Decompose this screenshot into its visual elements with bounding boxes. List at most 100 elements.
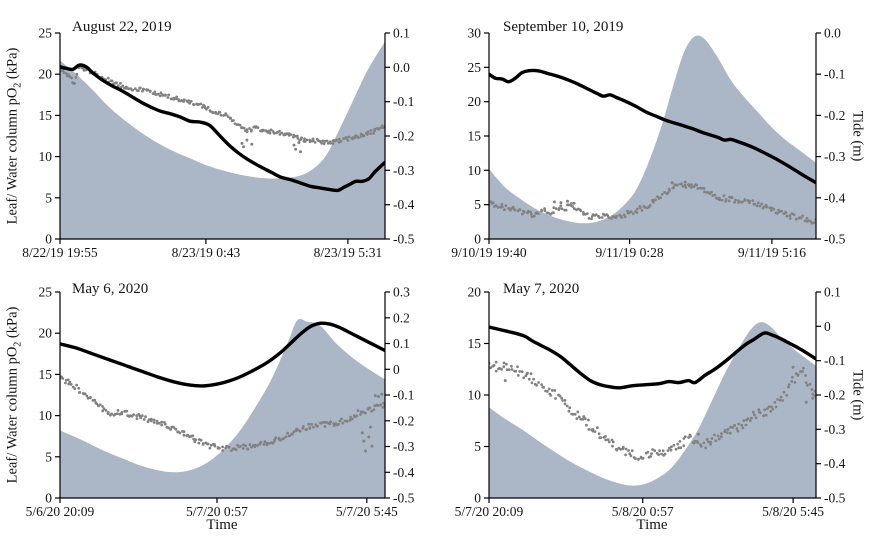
po2-gray-dots [60, 64, 385, 154]
svg-text:5: 5 [474, 197, 481, 212]
svg-text:0: 0 [474, 232, 481, 247]
panel-may-6-2020: 0 5 10 15 20 25 0.3 0.2 0.1 0 -0.1 -0.2 -0.3 -0.4 -0.5… [0, 280, 436, 560]
svg-text:0.1: 0.1 [824, 285, 841, 300]
tick-labels: 0 5 10 15 20 0.1 0 -0.1 -0.2 -0.3 -0.4 -0.5 5/7/20 2… [455, 285, 846, 520]
svg-text:10: 10 [39, 149, 53, 164]
panel-title: May 6, 2020 [72, 281, 149, 297]
axes [55, 291, 390, 503]
panel-title: August 22, 2019 [72, 19, 172, 35]
svg-text:5/6/20 20:09: 5/6/20 20:09 [26, 504, 95, 519]
po2-black-line [60, 321, 385, 388]
svg-text:-0.2: -0.2 [824, 388, 845, 403]
svg-text:15: 15 [468, 336, 482, 351]
chart-september-10-2019: 0 5 10 15 20 25 30 0.0 -0.1 -0.2 -0.3 -0.4 -0.5 9/10/… [451, 26, 845, 261]
svg-text:20: 20 [39, 67, 53, 82]
svg-text:-0.5: -0.5 [393, 232, 415, 247]
svg-text:25: 25 [39, 285, 53, 300]
left-axis-label-text: Leaf/ Water column pO [4, 87, 21, 225]
svg-text:0: 0 [45, 232, 52, 247]
svg-text:10: 10 [468, 163, 482, 178]
chart-may-6-2020: 0 5 10 15 20 25 0.3 0.2 0.1 0 -0.1 -0.2 -0.3 -0.4 -0.5… [26, 285, 415, 520]
tick-labels: 0 5 10 15 20 25 0.3 0.2 0.1 0 -0.1 -0.2 -0.3 -0.4 -0.5… [26, 285, 415, 520]
po2-black-line [60, 63, 385, 193]
svg-text:10: 10 [468, 388, 482, 403]
svg-text:-0.2: -0.2 [393, 413, 414, 428]
svg-text:5/7/20 5:45: 5/7/20 5:45 [336, 504, 398, 519]
svg-text:-0.3: -0.3 [393, 439, 415, 454]
tick-labels: 0 5 10 15 20 25 30 0.0 -0.1 -0.2 -0.3 -0.4 -0.5 9/10/… [451, 26, 845, 261]
svg-text:-0.5: -0.5 [824, 232, 846, 247]
svg-text:20: 20 [468, 94, 482, 109]
svg-text:15: 15 [39, 367, 53, 382]
x-axis-label: Time [636, 517, 668, 533]
tide-area [60, 318, 385, 498]
svg-text:-0.5: -0.5 [393, 491, 415, 506]
svg-text:9/10/19 19:40: 9/10/19 19:40 [451, 245, 527, 260]
svg-text:0.1: 0.1 [393, 336, 410, 351]
svg-text:5/8/20 5:45: 5/8/20 5:45 [762, 504, 824, 519]
po2-gray-dots [60, 375, 385, 453]
svg-text:5/8/20 0:57: 5/8/20 0:57 [612, 504, 674, 519]
right-axis-label: Tide (m) [849, 369, 866, 421]
chart-august-22-2019: 0 5 10 15 20 25 0.1 0.0 -0.1 -0.2 -0.3 -0.4 -0.5 8/22… [22, 26, 414, 261]
panel-may-7-2020: 0 5 10 15 20 0.1 0 -0.1 -0.2 -0.3 -0.4 -0.5 5/7/20 2… [436, 280, 872, 560]
svg-text:30: 30 [468, 26, 482, 41]
svg-text:5: 5 [45, 449, 52, 464]
svg-text:0: 0 [393, 362, 400, 377]
svg-text:5: 5 [474, 439, 481, 454]
svg-text:20: 20 [39, 326, 53, 341]
tick-labels: 0 5 10 15 20 25 0.1 0.0 -0.1 -0.2 -0.3 -0.4 -0.5 8/22… [22, 26, 414, 261]
svg-text:15: 15 [39, 108, 53, 123]
svg-text:15: 15 [468, 129, 482, 144]
left-axis-label-text: Leaf/ Water column pO [4, 346, 21, 484]
panel-title: May 7, 2020 [503, 281, 580, 297]
axes [484, 32, 821, 244]
svg-text:0.0: 0.0 [824, 26, 841, 41]
svg-text:-0.4: -0.4 [824, 190, 846, 205]
svg-text:25: 25 [468, 60, 482, 75]
svg-text:8/22/19 19:55: 8/22/19 19:55 [22, 245, 98, 260]
po2-black-line [489, 325, 816, 390]
svg-text:0.2: 0.2 [393, 310, 410, 325]
tide-area [489, 35, 816, 239]
svg-text:-0.4: -0.4 [393, 197, 415, 212]
svg-text:-0.1: -0.1 [393, 388, 414, 403]
svg-text:5/7/20 0:57: 5/7/20 0:57 [186, 504, 248, 519]
svg-text:0.3: 0.3 [393, 285, 410, 300]
left-axis-label: Leaf/ Water column pO2 (kPa) [5, 48, 24, 225]
tide-area [60, 41, 385, 239]
panel-september-10-2019: 0 5 10 15 20 25 30 0.0 -0.1 -0.2 -0.3 -0.4 -0.5 9/10/… [436, 0, 872, 280]
right-axis-label: Tide (m) [849, 110, 866, 162]
svg-text:10: 10 [39, 408, 53, 423]
svg-text:-0.1: -0.1 [393, 94, 414, 109]
left-axis-label-sub: 2 [12, 82, 24, 88]
svg-text:-0.2: -0.2 [824, 108, 845, 123]
svg-text:8/23/19 0:43: 8/23/19 0:43 [172, 245, 241, 260]
axes [484, 291, 821, 503]
panel-title: September 10, 2019 [503, 19, 624, 35]
svg-text:5/7/20 20:09: 5/7/20 20:09 [455, 504, 524, 519]
svg-text:-0.4: -0.4 [393, 465, 415, 480]
svg-text:20: 20 [468, 285, 482, 300]
svg-text:25: 25 [39, 26, 53, 41]
tide-area [489, 322, 816, 498]
svg-text:-0.5: -0.5 [824, 491, 846, 506]
svg-text:-0.3: -0.3 [393, 163, 415, 178]
svg-text:-0.1: -0.1 [824, 353, 845, 368]
svg-text:0: 0 [45, 491, 52, 506]
svg-text:0.0: 0.0 [393, 60, 410, 75]
svg-text:9/11/19 0:28: 9/11/19 0:28 [596, 245, 664, 260]
left-axis-label: Leaf/ Water column pO2 (kPa) [5, 307, 24, 484]
svg-text:-0.3: -0.3 [824, 422, 846, 437]
chart-may-7-2020: 0 5 10 15 20 0.1 0 -0.1 -0.2 -0.3 -0.4 -0.5 5/7/20 2… [455, 285, 846, 520]
svg-text:0: 0 [824, 319, 831, 334]
svg-text:5: 5 [45, 190, 52, 205]
po2-gray-dots [489, 180, 816, 225]
left-axis-label-unit: (kPa) [4, 47, 21, 83]
po2-gray-dots [489, 360, 816, 461]
left-axis-label-unit: (kPa) [4, 306, 21, 342]
po2-black-line [489, 68, 816, 185]
svg-text:0.1: 0.1 [393, 26, 410, 41]
svg-text:-0.2: -0.2 [393, 129, 414, 144]
